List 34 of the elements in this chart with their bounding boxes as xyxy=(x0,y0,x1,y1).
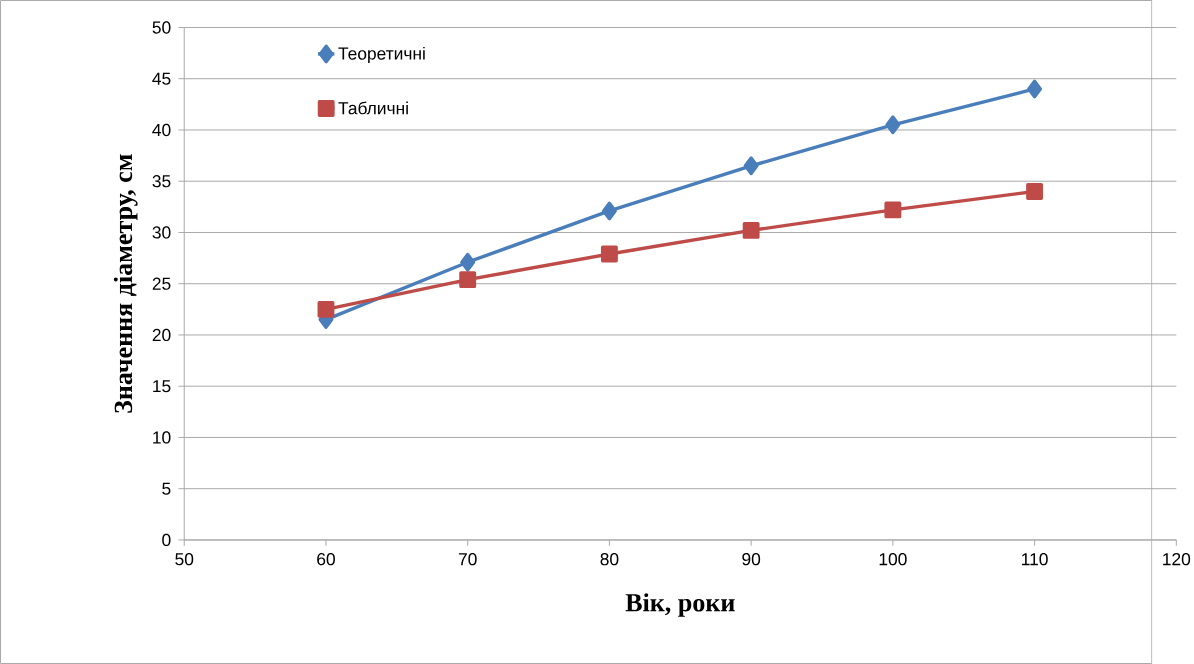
y-tick-label: 45 xyxy=(152,72,171,85)
point xyxy=(1026,183,1044,200)
y-tick-label: 5 xyxy=(162,482,171,495)
point xyxy=(743,156,759,176)
point xyxy=(742,222,760,239)
point xyxy=(459,271,477,289)
y-tick-label: 50 xyxy=(152,21,171,34)
y-tick-label: 20 xyxy=(152,328,171,342)
x-tick-label: 50 xyxy=(175,553,194,566)
legend-label: Табличні xyxy=(338,101,408,115)
x-tick-label: 70 xyxy=(458,553,477,566)
point xyxy=(1027,79,1043,99)
x-tick-label: 110 xyxy=(1022,553,1048,566)
point xyxy=(601,201,617,221)
x-tick-label: 80 xyxy=(600,553,619,566)
legend-label: Теоретичні xyxy=(338,46,425,64)
x-tick-label: 120 xyxy=(1163,553,1191,566)
point xyxy=(460,252,476,272)
x-tick-label: 90 xyxy=(742,553,761,566)
y-tick-label: 0 xyxy=(162,533,171,547)
y-tick-label: 10 xyxy=(153,431,171,444)
point xyxy=(317,300,335,318)
y-tick-label: 15 xyxy=(153,380,171,393)
point xyxy=(884,201,902,219)
y-axis-title: Значення діаметру, см xyxy=(113,154,138,413)
x-axis-title: Вік, роки xyxy=(625,593,735,617)
x-tick-label: 100 xyxy=(879,553,907,566)
point xyxy=(885,115,901,135)
y-tick-label: 30 xyxy=(152,226,171,239)
y-tick-label: 25 xyxy=(152,277,171,290)
y-tick-label: 40 xyxy=(152,123,171,137)
x-tick-label: 60 xyxy=(317,553,335,566)
y-tick-label: 35 xyxy=(152,175,171,188)
point xyxy=(600,245,618,263)
